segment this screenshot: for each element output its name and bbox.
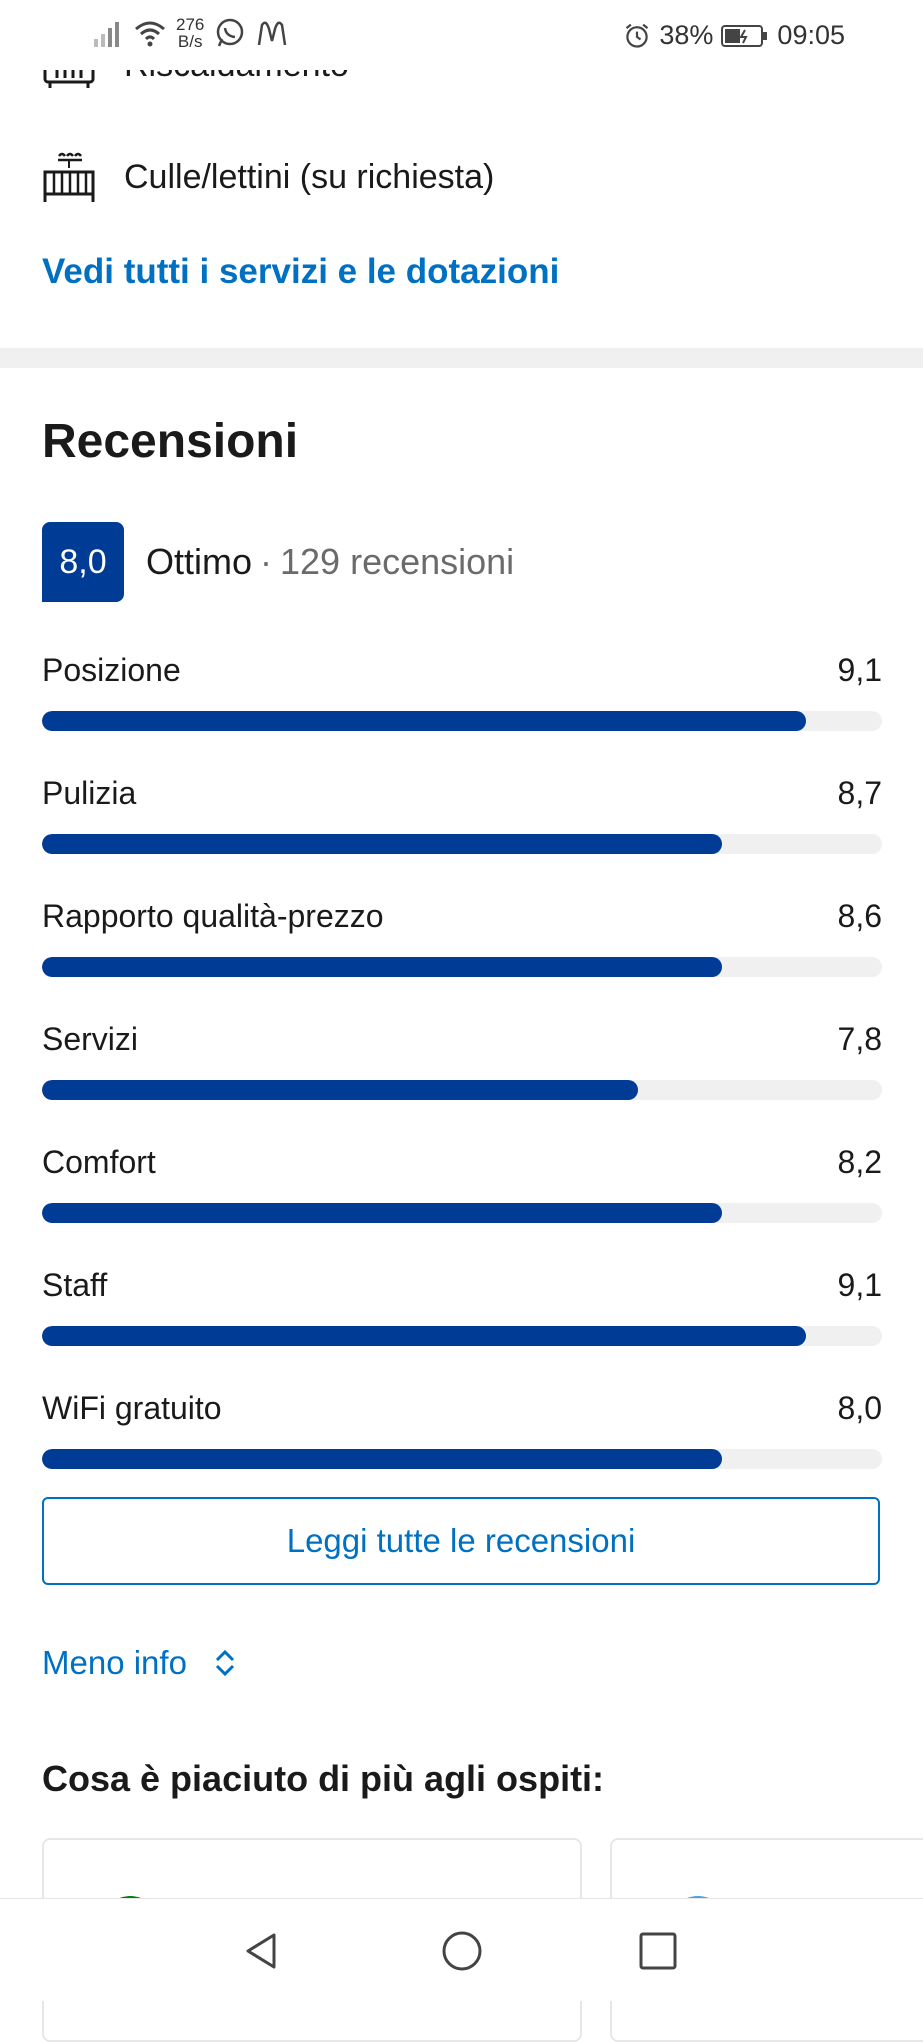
clock: 09:05 xyxy=(777,20,845,50)
category-bar-track xyxy=(42,1326,882,1346)
status-bar: 276 B/s 38% 09:05 xyxy=(0,0,923,70)
amenity-crib: Culle/lettini (su richiesta) xyxy=(42,150,494,204)
category-score: 8,2 xyxy=(837,1144,882,1180)
category-staff: Staff 9,1 xyxy=(42,1267,882,1346)
category-score: 9,1 xyxy=(837,652,882,688)
category-bar-fill xyxy=(42,1080,639,1100)
category-bar-fill xyxy=(42,1203,723,1223)
category-comfort: Comfort 8,2 xyxy=(42,1144,882,1223)
category-score: 8,6 xyxy=(837,898,882,934)
category-label: WiFi gratuito xyxy=(42,1390,222,1426)
category-bar-fill xyxy=(42,957,723,977)
amenity-label: Culle/lettini (su richiesta) xyxy=(124,157,495,196)
category-label: Comfort xyxy=(42,1144,156,1180)
score-rating-word: Ottimo xyxy=(146,541,253,582)
whatsapp-icon xyxy=(217,18,244,47)
category-facilities: Servizi 7,8 xyxy=(42,1021,882,1100)
mcdonalds-icon xyxy=(258,21,287,46)
category-bar-fill xyxy=(42,1326,807,1346)
separator-dot: · xyxy=(260,541,273,582)
signal-icon xyxy=(94,22,119,47)
chevron-up-down-icon xyxy=(215,1649,234,1677)
category-bar-track xyxy=(42,711,882,731)
category-bar-track xyxy=(42,834,882,854)
category-score: 8,7 xyxy=(837,775,882,811)
less-info-toggle[interactable]: Meno info xyxy=(42,1644,239,1682)
category-location: Posizione 9,1 xyxy=(42,652,882,731)
less-info-label: Meno info xyxy=(42,1644,187,1681)
category-free-wifi: WiFi gratuito 8,0 xyxy=(42,1390,882,1469)
category-bar-track xyxy=(42,1080,882,1100)
status-right: 38% 09:05 xyxy=(623,20,845,51)
category-value-for-money: Rapporto qualità-prezzo 8,6 xyxy=(42,898,882,977)
back-icon[interactable] xyxy=(240,1929,284,1973)
reviews-heading: Recensioni xyxy=(42,415,299,468)
see-all-amenities-link[interactable]: Vedi tutti i servizi e le dotazioni xyxy=(42,252,560,291)
crib-icon xyxy=(43,152,95,202)
category-bar-fill xyxy=(42,834,723,854)
network-speed: 276 B/s xyxy=(176,16,204,50)
category-label: Rapporto qualità-prezzo xyxy=(42,898,384,934)
category-label: Posizione xyxy=(42,652,181,688)
system-navigation-bar xyxy=(0,1898,923,2001)
battery-percent: 38% xyxy=(659,20,714,50)
category-bar-fill xyxy=(42,711,807,731)
category-bar-track xyxy=(42,1203,882,1223)
category-label: Servizi xyxy=(42,1021,139,1057)
network-speed-value: 276 xyxy=(176,15,205,34)
home-icon[interactable] xyxy=(440,1929,484,1973)
section-divider xyxy=(0,348,923,368)
review-count: 129 recensioni xyxy=(280,541,515,582)
battery-icon xyxy=(721,24,768,47)
category-score: 9,1 xyxy=(837,1267,882,1303)
wifi-icon xyxy=(135,21,165,47)
review-score-summary: 8,0 Ottimo · 129 recensioni xyxy=(42,522,514,602)
category-label: Staff xyxy=(42,1267,108,1303)
read-all-reviews-button[interactable]: Leggi tutte le recensioni xyxy=(42,1497,880,1585)
score-badge: 8,0 xyxy=(42,522,124,602)
status-left: 276 B/s xyxy=(92,16,288,50)
guests-liked-heading: Cosa è piaciuto di più agli ospiti: xyxy=(42,1758,605,1799)
category-cleanliness: Pulizia 8,7 xyxy=(42,775,882,854)
network-speed-unit: B/s xyxy=(177,32,203,51)
category-label: Pulizia xyxy=(42,775,137,811)
category-score: 7,8 xyxy=(837,1021,882,1057)
recent-apps-icon[interactable] xyxy=(636,1929,680,1973)
category-bar-track xyxy=(42,957,882,977)
category-bar-track xyxy=(42,1449,882,1469)
category-score: 8,0 xyxy=(837,1390,882,1426)
category-bar-fill xyxy=(42,1449,723,1469)
alarm-icon xyxy=(626,23,649,48)
